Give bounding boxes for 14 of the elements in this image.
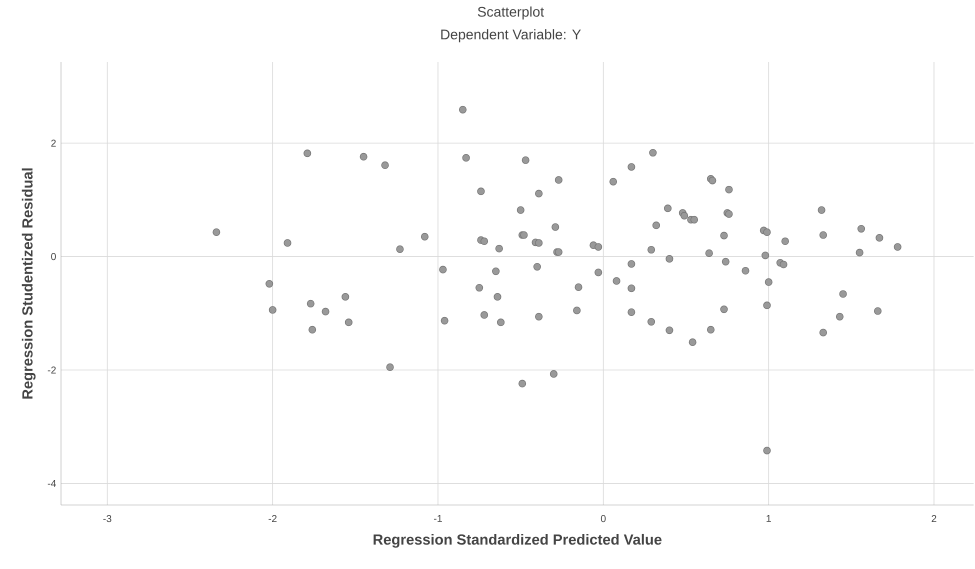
chart-title: Scatterplot — [478, 6, 544, 20]
x-tick-label: -3 — [103, 515, 112, 522]
x-tick-label: 2 — [932, 515, 936, 522]
y-tick-label: 2 — [51, 140, 56, 147]
x-tick-label: -2 — [268, 515, 277, 522]
x-tick-label: -1 — [434, 515, 442, 522]
y-axis-title: Regression Studentized Residual — [22, 168, 36, 399]
y-tick-label: -2 — [48, 366, 56, 374]
chart-subtitle: Dependent Variable: Y — [441, 29, 581, 42]
x-tick-label: 0 — [600, 515, 606, 522]
y-tick-label: -4 — [48, 480, 56, 487]
x-axis-title: Regression Standardized Predicted Value — [374, 534, 662, 548]
y-tick-label: 0 — [51, 253, 56, 260]
x-tick-label: 1 — [766, 515, 771, 522]
